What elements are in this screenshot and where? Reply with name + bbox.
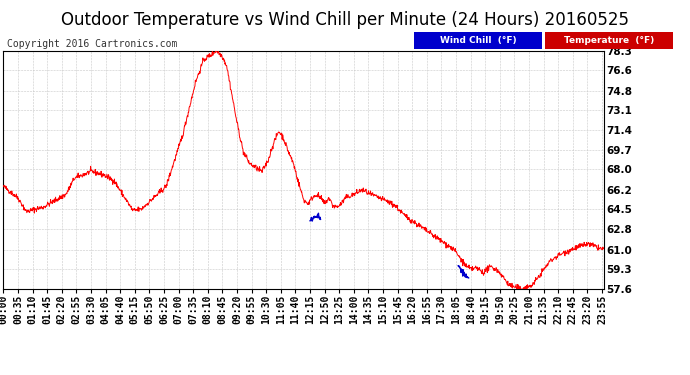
Text: Temperature  (°F): Temperature (°F) xyxy=(564,36,654,45)
Text: Copyright 2016 Cartronics.com: Copyright 2016 Cartronics.com xyxy=(7,39,177,50)
Text: Outdoor Temperature vs Wind Chill per Minute (24 Hours) 20160525: Outdoor Temperature vs Wind Chill per Mi… xyxy=(61,11,629,29)
Text: Wind Chill  (°F): Wind Chill (°F) xyxy=(440,36,517,45)
